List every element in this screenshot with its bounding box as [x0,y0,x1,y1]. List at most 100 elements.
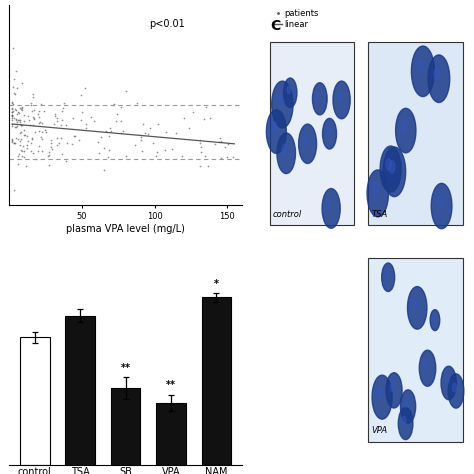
Point [122,153,129,160]
Point [17,135,24,143]
Point [9,136,16,143]
Point [221,143,228,151]
Circle shape [433,315,435,320]
Bar [65,316,95,465]
Circle shape [448,374,464,408]
Point [29,149,37,156]
Point [9,108,16,116]
Point [18,103,26,110]
Circle shape [434,68,439,80]
Point [200,115,207,123]
Point [38,147,46,155]
Point [18,104,26,111]
Point [150,139,157,146]
Point [119,127,127,135]
Point [70,132,77,140]
Text: **: ** [166,380,176,391]
Circle shape [402,416,406,424]
Point [11,124,19,131]
Point [17,146,25,154]
Point [38,119,46,127]
Point [36,143,43,150]
Point [102,127,109,134]
Circle shape [386,159,391,170]
Point [78,108,85,116]
Point [16,129,24,137]
Point [10,186,18,193]
Point [53,134,60,141]
Bar [111,388,140,465]
Point [17,141,24,149]
Bar [20,337,49,465]
Point [18,79,26,87]
Point [9,108,17,115]
Point [118,103,125,111]
Text: C: C [270,18,280,33]
Point [14,123,21,130]
Point [137,136,145,144]
Text: control: control [273,210,302,219]
Point [82,124,90,132]
Point [122,87,129,94]
Point [9,100,16,107]
Point [104,154,112,161]
Point [9,136,16,143]
Circle shape [445,375,449,384]
Point [107,124,114,132]
Point [217,154,225,162]
Point [47,139,55,147]
Point [14,116,22,124]
Point [31,115,38,123]
Circle shape [322,189,340,228]
Point [18,152,26,160]
Point [198,148,205,156]
Point [17,137,24,145]
Circle shape [367,170,389,217]
Point [25,117,33,124]
Circle shape [378,387,383,398]
Point [34,147,42,155]
Circle shape [333,81,350,119]
Point [12,106,20,113]
Point [13,110,20,118]
Point [23,141,30,148]
Circle shape [383,147,406,197]
Circle shape [337,91,342,101]
Point [132,142,139,149]
Point [35,114,42,121]
Circle shape [282,144,287,155]
Point [62,121,70,128]
Point [58,117,66,124]
Point [38,128,46,136]
Point [53,142,61,149]
Point [211,140,219,148]
Circle shape [317,91,320,100]
Text: VPA: VPA [372,426,388,435]
Point [55,139,63,146]
Point [133,99,141,107]
Point [9,120,16,128]
Point [113,109,121,117]
Bar [368,258,463,442]
Point [29,90,36,98]
Point [78,117,85,124]
Point [27,101,35,109]
Point [20,126,28,134]
Point [20,131,27,138]
Text: p<0.01: p<0.01 [149,19,184,29]
Point [109,101,117,109]
Point [15,116,23,124]
Point [28,136,36,143]
Point [163,128,170,136]
Point [35,107,43,114]
Point [10,139,18,146]
Point [9,111,16,118]
Point [26,121,34,128]
Point [58,150,66,158]
Point [110,100,118,108]
Circle shape [418,60,423,73]
Point [20,147,27,155]
Circle shape [272,81,293,128]
Circle shape [401,120,406,132]
Point [168,146,176,153]
